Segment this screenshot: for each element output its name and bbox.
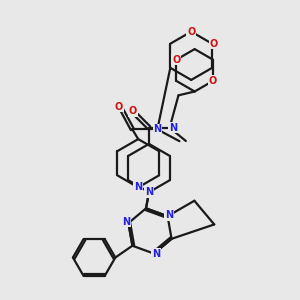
Text: N: N — [145, 187, 153, 197]
Text: N: N — [152, 249, 160, 259]
Text: N: N — [153, 124, 161, 134]
Text: N: N — [165, 210, 173, 220]
Text: O: O — [209, 76, 217, 86]
Text: N: N — [169, 123, 177, 133]
Text: N: N — [152, 250, 160, 260]
Text: N: N — [134, 182, 142, 192]
Text: O: O — [172, 55, 180, 65]
Text: O: O — [129, 106, 137, 116]
Text: O: O — [115, 102, 123, 112]
Text: O: O — [187, 27, 195, 37]
Text: O: O — [209, 39, 218, 49]
Text: N: N — [122, 217, 130, 226]
